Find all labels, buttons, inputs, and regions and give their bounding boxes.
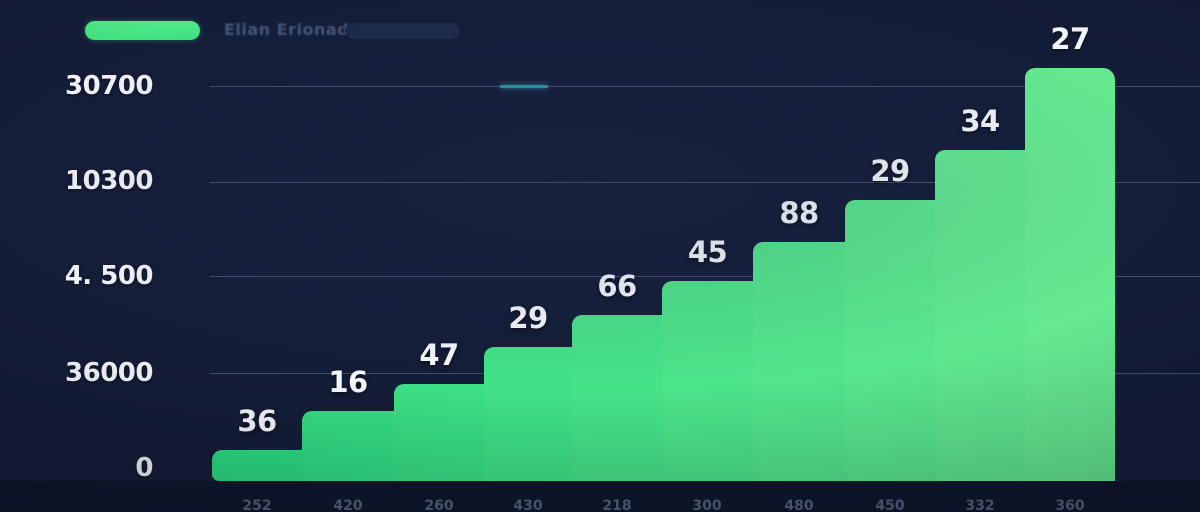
gridline — [210, 86, 1200, 87]
bar — [845, 200, 935, 481]
bar-value-label: 27 — [1050, 22, 1090, 56]
y-tick-label: 4. 500 — [64, 261, 154, 291]
gridline — [210, 182, 1200, 183]
y-tick-label: 10300 — [65, 166, 153, 196]
y-tick-label: 30700 — [65, 71, 153, 101]
bar — [1025, 68, 1115, 481]
gridline — [210, 276, 1200, 277]
bar-value-label: 88 — [779, 196, 819, 230]
x-tick-label: 218 — [602, 498, 632, 512]
x-tick-label: 300 — [692, 498, 722, 512]
x-tick-label: 332 — [965, 498, 995, 512]
bar — [484, 347, 572, 481]
x-tick-label: 430 — [513, 498, 543, 512]
y-tick-label: 36000 — [65, 358, 153, 388]
bar-value-label: 34 — [960, 104, 1000, 138]
x-tick-label: 260 — [424, 498, 454, 512]
bar — [212, 450, 302, 481]
baseline-strip — [0, 481, 1200, 512]
x-tick-label: 252 — [242, 498, 272, 512]
y-tick-label: 0 — [135, 453, 153, 483]
bar-value-label: 45 — [687, 235, 728, 269]
accent-tick — [500, 85, 548, 88]
bar — [753, 242, 845, 481]
x-tick-label: 360 — [1055, 498, 1085, 512]
x-tick-label: 450 — [875, 498, 905, 512]
bar — [572, 315, 662, 481]
legend-swatch-primary[interactable] — [85, 21, 200, 40]
legend-swatch-secondary[interactable] — [345, 23, 460, 39]
x-tick-label: 480 — [784, 498, 814, 512]
bar-value-label: 29 — [508, 301, 548, 335]
bar-value-label: 47 — [419, 338, 459, 372]
bar-value-label: 29 — [870, 154, 910, 188]
bar-value-label: 66 — [597, 269, 637, 303]
bar — [935, 150, 1025, 481]
legend-series-label: Elian Erionad — [224, 20, 350, 39]
bar — [662, 281, 753, 481]
x-tick-label: 420 — [333, 498, 363, 512]
bar-value-label: 16 — [328, 365, 368, 399]
bar — [302, 411, 394, 481]
bar — [394, 384, 484, 481]
bar-value-label: 36 — [237, 404, 277, 438]
